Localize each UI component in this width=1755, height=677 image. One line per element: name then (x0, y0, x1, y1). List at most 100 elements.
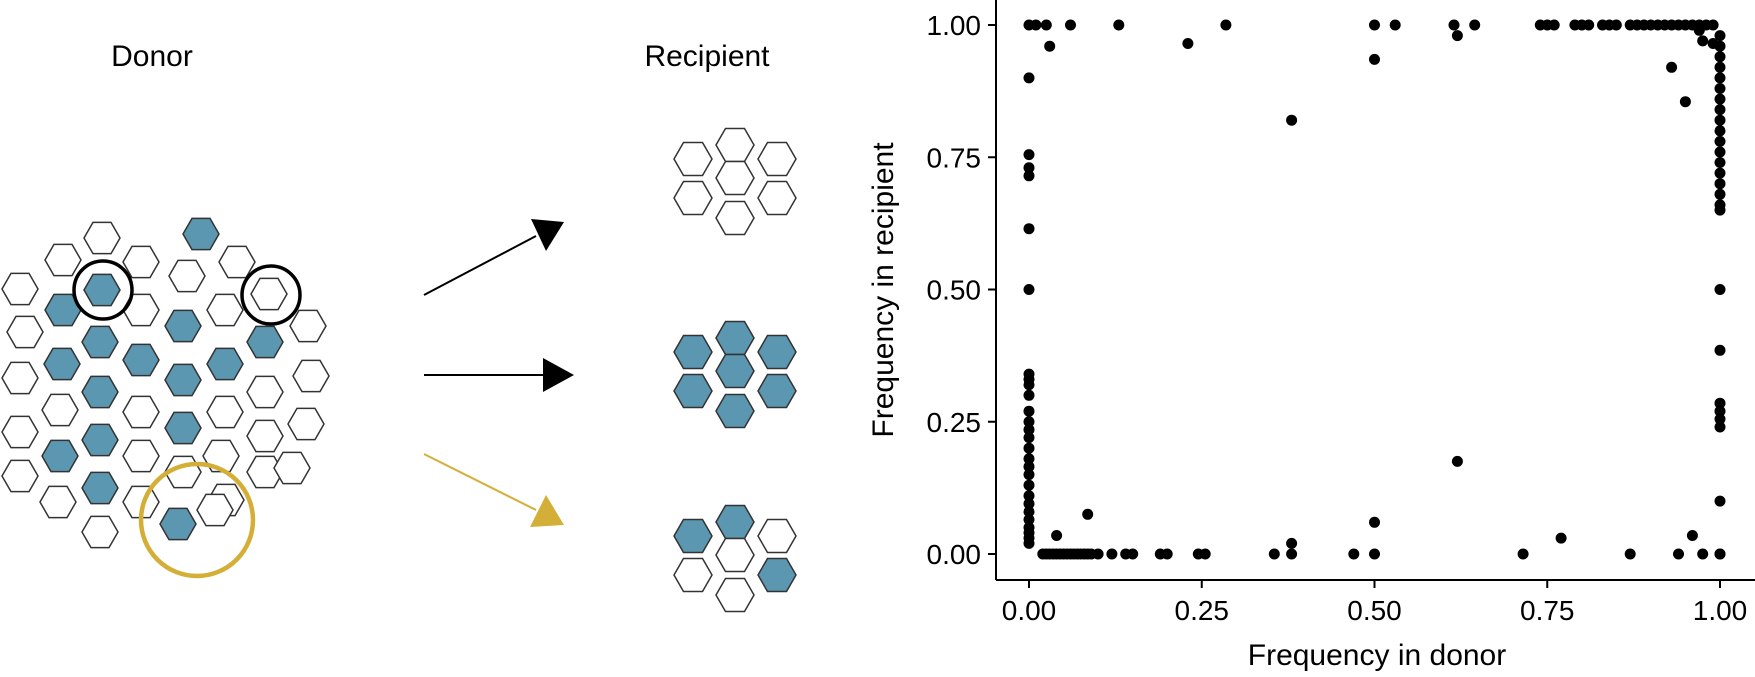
hexagon-empty (168, 259, 206, 293)
hexagon-filled (43, 347, 81, 381)
x-tick-label: 0.00 (1002, 595, 1057, 626)
hexagon-filled (83, 273, 121, 307)
hexagon-filled (122, 343, 160, 377)
scatter-point (1714, 284, 1726, 295)
hexagon-filled (44, 293, 82, 327)
hexagon-empty (81, 515, 119, 549)
scatter-point (1714, 344, 1726, 356)
scatter-point (1286, 114, 1298, 126)
hexagon-empty (206, 395, 244, 429)
donor-label: Donor (111, 40, 193, 73)
hexagon-empty (287, 407, 325, 441)
scatter-point (1044, 40, 1056, 52)
hexagon-filled (757, 557, 797, 593)
scatter-point (1023, 537, 1035, 549)
scatter-point (1023, 461, 1035, 473)
scatter-point (1714, 548, 1726, 560)
scatter-point (1697, 548, 1709, 560)
arrow-to-recipient-2 (424, 358, 574, 392)
scatter-point (1451, 30, 1463, 42)
hexagon-empty (715, 537, 755, 573)
scatter-point (1023, 223, 1035, 235)
scatter-point (1714, 188, 1726, 200)
hexagon-filled (757, 373, 797, 409)
scatter-point (1673, 548, 1684, 560)
scatter-point (1714, 83, 1726, 94)
scatter-point (1023, 490, 1035, 502)
hexagon-filled (81, 325, 119, 359)
scatter-point (1023, 506, 1035, 518)
hexagon-empty (715, 200, 755, 236)
y-axis-ticks: 0.00 0.25 0.50 0.75 1.00 (927, 10, 996, 570)
hexagon-filled (81, 471, 119, 505)
hexagon-filled (715, 320, 755, 356)
hexagon-empty (246, 375, 284, 409)
hexagon-empty (196, 493, 234, 527)
hexagon-empty (122, 245, 160, 279)
scatter-point (1714, 61, 1726, 73)
scatter-point (1714, 72, 1726, 84)
scatter-point (1583, 19, 1595, 31)
x-axis-label: Frequency in donor (1248, 639, 1507, 672)
scatter-point (1714, 167, 1726, 179)
scatter-point (1707, 19, 1719, 31)
scatter-point (1092, 548, 1104, 560)
hexagon-empty (41, 393, 79, 427)
scatter-point (1161, 548, 1173, 560)
hexagon-empty (292, 359, 330, 393)
hexagon-empty (250, 277, 288, 311)
scatter-point (1030, 19, 1042, 31)
recipient-label: Recipient (644, 40, 770, 73)
hexagon-empty (122, 439, 160, 473)
scatter-point (1389, 19, 1401, 31)
scatter-point (1610, 19, 1622, 31)
hexagon-filled (715, 393, 755, 429)
hexagon-empty (122, 395, 160, 429)
y-tick-label: 1.00 (927, 10, 982, 41)
recipient-cluster-3 (673, 504, 797, 613)
scatter-point (1023, 479, 1035, 491)
scatter-point (1714, 93, 1726, 105)
scatter-point (1666, 61, 1678, 73)
scatter-point (1714, 421, 1726, 433)
scatter-point (1023, 424, 1035, 436)
scatter-point (1023, 170, 1035, 182)
scatter-point (1220, 19, 1232, 31)
hexagon-filled (81, 375, 119, 409)
scatter-point (1714, 51, 1726, 63)
scatter-point (1697, 35, 1709, 47)
y-tick-label: 0.75 (927, 142, 982, 173)
hexagon-filled (673, 373, 713, 409)
scatter-point (1023, 442, 1035, 454)
scatter-point (1693, 24, 1705, 36)
y-tick-label: 0.50 (927, 275, 982, 306)
recipient-cluster-1 (673, 127, 797, 236)
hexagon-empty (757, 518, 797, 554)
selection-circle-black-1 (72, 259, 134, 321)
hexagon-empty (273, 451, 311, 485)
scatter-point (1714, 125, 1726, 137)
selection-circle-gold (138, 461, 256, 579)
arrow-to-recipient-1 (423, 219, 564, 296)
scatter-point (1199, 548, 1211, 560)
scatter-point (1268, 548, 1280, 560)
x-tick-label: 0.25 (1175, 595, 1230, 626)
hexagon-empty (757, 141, 797, 177)
scatter-point (1182, 38, 1194, 49)
hexagon-filled (182, 217, 220, 251)
scatter-point (1023, 162, 1035, 174)
scatter-point (1714, 204, 1726, 216)
scatter-point (1051, 530, 1063, 541)
scatter-point (1714, 146, 1726, 158)
hexagon-filled (206, 347, 244, 381)
hexagon-empty (673, 141, 713, 177)
hexagon-filled (757, 334, 797, 370)
y-axis-label: Frequency in recipient (867, 142, 900, 438)
hexagon-empty (206, 293, 244, 327)
hexagon-empty (715, 577, 755, 613)
scatter-point (1714, 40, 1726, 52)
hexagon-empty (673, 180, 713, 216)
scatter-point (1023, 416, 1035, 428)
scatter-point (1555, 532, 1567, 544)
